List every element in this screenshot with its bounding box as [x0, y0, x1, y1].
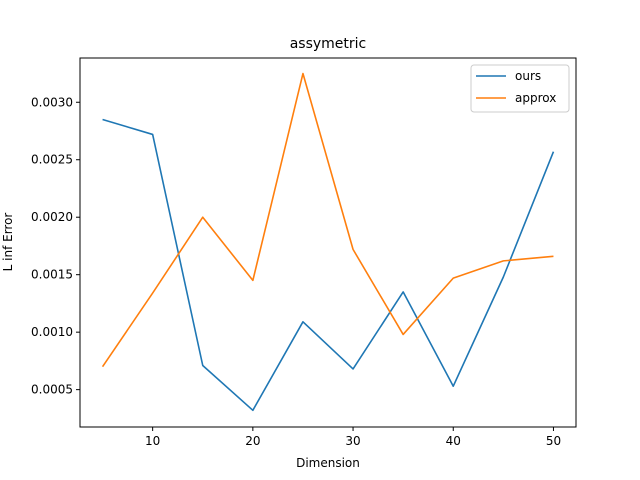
y-tick-label: 0.0020	[31, 210, 73, 224]
series-line-approx	[101, 72, 554, 368]
plot-area	[101, 72, 555, 412]
y-tick-label: 0.0010	[31, 325, 73, 339]
axes-frame	[79, 57, 577, 428]
y-axis-label: L inf Error	[1, 213, 15, 272]
legend-label-ours: ours	[515, 69, 541, 83]
legend-label-approx: approx	[515, 91, 556, 105]
x-tick-label: 10	[145, 434, 160, 448]
x-tick-label: 50	[546, 434, 561, 448]
x-tick-label: 40	[446, 434, 461, 448]
x-axis-ticks: 10 20 30 40 50	[145, 427, 561, 448]
series-line-ours	[102, 118, 555, 412]
legend: ours approx	[470, 64, 570, 113]
chart-title: assymetric	[290, 36, 367, 52]
y-tick-label: 0.0025	[31, 153, 73, 167]
y-axis-ticks: 0.0005 0.0010 0.0015 0.0020 0.0025 0.0030	[31, 95, 80, 397]
x-tick-label: 30	[345, 434, 360, 448]
y-tick-label: 0.0030	[31, 95, 73, 109]
y-tick-label: 0.0005	[31, 383, 73, 397]
y-tick-label: 0.0015	[31, 268, 73, 282]
x-axis-label: Dimension	[296, 456, 360, 470]
x-tick-label: 20	[245, 434, 260, 448]
